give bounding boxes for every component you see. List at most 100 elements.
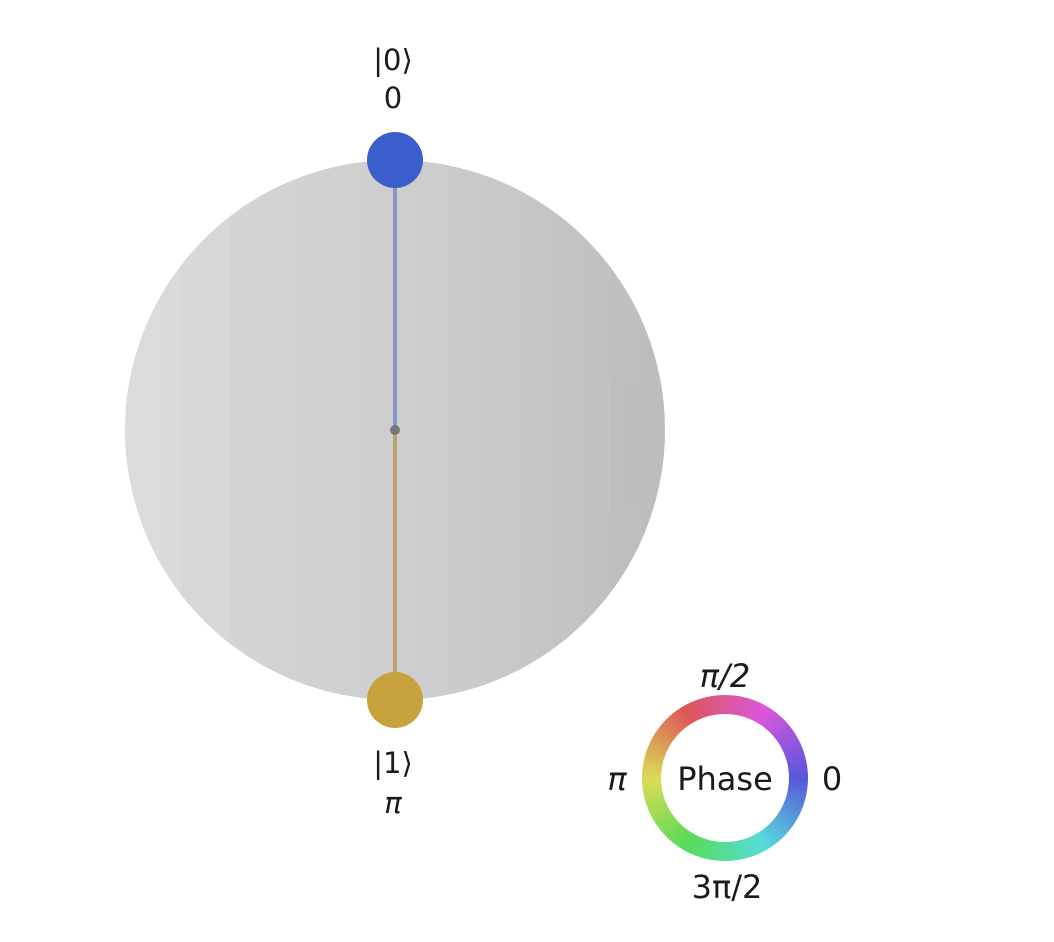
phase-wheel-segment bbox=[655, 812, 674, 828]
phase-wheel-label-left: π bbox=[607, 760, 627, 798]
phase-wheel-segment bbox=[762, 710, 778, 729]
phase-wheel-segment bbox=[657, 815, 676, 831]
phase-wheel-segment bbox=[724, 695, 730, 715]
phase-wheel-segment bbox=[754, 833, 768, 852]
phase-wheel-segment bbox=[778, 809, 798, 824]
phase-wheel-segment bbox=[690, 700, 703, 720]
phase-wheel-segment bbox=[757, 831, 771, 850]
phase-wheel-segment bbox=[747, 836, 760, 856]
phase-wheel-segment bbox=[716, 841, 723, 861]
phase-wheel-segment bbox=[642, 773, 662, 779]
phase-wheel-segment bbox=[665, 716, 683, 734]
phase-wheel-segment bbox=[787, 787, 808, 796]
phase-wheel-segment bbox=[655, 729, 674, 744]
state-1-marker bbox=[367, 672, 423, 728]
state-1-ket-label: |1⟩ bbox=[373, 746, 413, 780]
phase-wheel-segment bbox=[652, 732, 672, 747]
phase-wheel-segment bbox=[663, 820, 681, 838]
phase-wheel-segment bbox=[774, 815, 793, 831]
phase-wheel-segment bbox=[648, 740, 668, 753]
phase-wheel-segment bbox=[780, 735, 799, 749]
phase-wheel-segment bbox=[699, 838, 709, 859]
phase-wheel-segment bbox=[682, 704, 696, 723]
phase-wheel-segment bbox=[662, 719, 680, 736]
phase-wheel-segment bbox=[753, 703, 767, 723]
phase-wheel-segment bbox=[711, 695, 719, 715]
phase-wheel-segment bbox=[649, 804, 669, 817]
phase-wheel-segment bbox=[657, 725, 676, 741]
phase-wheel-segment bbox=[788, 777, 808, 783]
phase-wheel-segment bbox=[786, 755, 807, 765]
phase-wheel-segment bbox=[778, 732, 797, 746]
phase-wheel-segment bbox=[679, 831, 694, 851]
phase-wheel-label-bottom: 3π/2 bbox=[692, 868, 763, 906]
phase-wheel-segment bbox=[759, 708, 774, 727]
phase-wheel-segment bbox=[776, 812, 795, 827]
phase-wheel-segment bbox=[679, 706, 693, 725]
phase-wheel-segment bbox=[660, 722, 678, 739]
phase-wheel-segment bbox=[782, 803, 802, 816]
phase-wheel-segment bbox=[735, 840, 743, 860]
phase-wheel-segment bbox=[737, 696, 747, 717]
phase-wheel-segment bbox=[666, 823, 683, 841]
phase-wheel-segment bbox=[783, 743, 803, 756]
phase-wheel-segment bbox=[642, 760, 663, 769]
phase-wheel-segment bbox=[788, 768, 808, 775]
phase-wheel-segment bbox=[783, 800, 803, 812]
phase-wheel-segment bbox=[762, 827, 778, 846]
phase-wheel-segment bbox=[785, 794, 806, 804]
state-0-ket-label: |0⟩ bbox=[373, 43, 413, 77]
phase-wheel-segment bbox=[694, 699, 706, 719]
phase-wheel-segment bbox=[660, 818, 678, 835]
phase-wheel-segment bbox=[642, 784, 662, 792]
phase-wheel-segment bbox=[676, 829, 691, 848]
phase-wheel-center-label: Phase bbox=[677, 760, 773, 798]
phase-wheel-segment bbox=[787, 760, 807, 768]
phase-wheel-segment bbox=[672, 827, 688, 846]
phase-wheel-segment bbox=[750, 701, 763, 721]
phase-wheel-segment bbox=[738, 839, 748, 860]
phase-wheel-segment bbox=[772, 817, 790, 834]
phase-wheel-segment bbox=[702, 696, 712, 717]
phase-wheel-segment bbox=[747, 700, 759, 720]
phase-wheel-segment bbox=[764, 713, 781, 731]
phase-wheel-segment bbox=[741, 838, 752, 859]
phase-wheel-segment bbox=[772, 721, 790, 738]
phase-wheel-segment bbox=[774, 725, 793, 741]
phase-wheel-segment bbox=[788, 764, 808, 772]
phase-wheel-segment bbox=[691, 836, 703, 856]
sphere-center-dot bbox=[390, 425, 400, 435]
phase-wheel-segment bbox=[781, 739, 801, 752]
phase-wheel-segment bbox=[695, 837, 706, 858]
phase-wheel-segment bbox=[727, 695, 734, 715]
phase-wheel-segment bbox=[672, 710, 688, 729]
phase-wheel-segment bbox=[647, 744, 667, 756]
phase-wheel-segment bbox=[769, 718, 787, 736]
phase-wheel-segment bbox=[784, 797, 805, 808]
phase-wheel-segment bbox=[759, 829, 775, 848]
phase-wheel-segment bbox=[751, 834, 764, 854]
phase-wheel-segment bbox=[683, 833, 697, 853]
phase-wheel-segment bbox=[720, 841, 726, 861]
phase-wheel-segment bbox=[756, 705, 771, 725]
phase-wheel-segment bbox=[669, 825, 686, 843]
phase-wheel-ring bbox=[642, 695, 808, 861]
phase-wheel-segment bbox=[668, 713, 685, 731]
phase-wheel-segment bbox=[780, 806, 800, 820]
phase-wheel-segment bbox=[646, 797, 666, 809]
phase-wheel-segment bbox=[786, 790, 807, 800]
phase-wheel-segment bbox=[707, 840, 716, 861]
phase-wheel-segment bbox=[741, 697, 751, 718]
phase-wheel-segment bbox=[744, 698, 755, 719]
phase-wheel-segment bbox=[643, 756, 664, 766]
state-1-phase-label: π bbox=[384, 786, 402, 820]
phase-wheel-segment bbox=[698, 697, 709, 718]
phase-wheel-segment bbox=[776, 728, 795, 744]
phase-wheel-segment bbox=[728, 841, 735, 861]
phase-wheel-segment bbox=[643, 788, 663, 796]
phase-wheel-segment bbox=[734, 695, 743, 716]
phase-wheel-segment bbox=[744, 837, 756, 857]
phase-wheel-segment bbox=[767, 715, 784, 733]
phase-wheel-segment bbox=[770, 820, 788, 837]
